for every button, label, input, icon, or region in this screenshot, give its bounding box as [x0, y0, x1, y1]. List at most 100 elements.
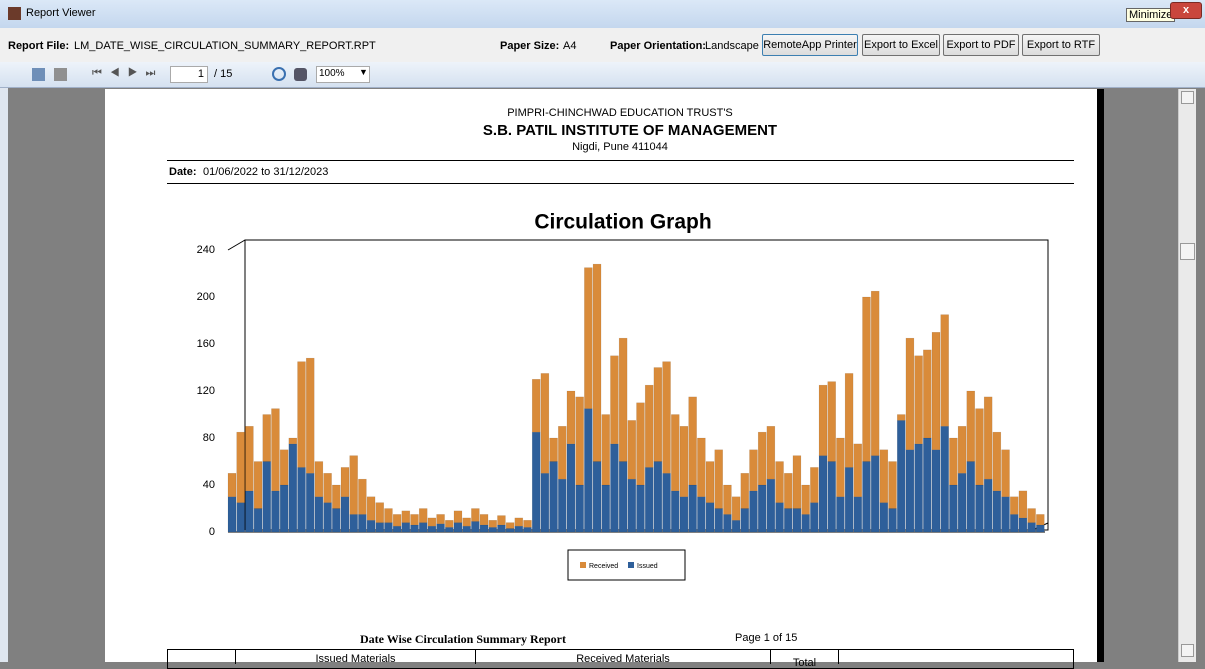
bar: [636, 484, 645, 533]
bar: [349, 455, 358, 515]
bar: [436, 523, 445, 533]
bar: [914, 355, 923, 445]
rule: [167, 160, 1074, 161]
bar: [957, 473, 967, 533]
bar: [262, 461, 272, 533]
bar: [888, 508, 897, 533]
button[interactable]: Export to Excel: [862, 34, 940, 56]
bar: [1036, 524, 1045, 533]
bar: [592, 263, 602, 462]
bar: [549, 437, 558, 462]
bar: [514, 517, 524, 527]
search-icon[interactable]: [294, 68, 307, 81]
bar: [749, 490, 758, 533]
table-col: [235, 649, 236, 664]
y-tick-label: 160: [197, 338, 215, 350]
bar: [766, 478, 776, 533]
close-button[interactable]: x: [1170, 2, 1202, 19]
bar: [453, 510, 463, 523]
rule: [167, 183, 1074, 184]
bar: [410, 514, 419, 526]
scroll-thumb[interactable]: [1180, 243, 1195, 260]
bar: [253, 461, 263, 509]
bar: [662, 473, 671, 533]
bar: [775, 502, 784, 533]
bar: [505, 522, 515, 529]
bar: [531, 379, 541, 433]
bar: [975, 484, 984, 533]
bar: [731, 520, 741, 533]
chart: Circulation Graph 0 40 80 120 160 200 240 Recei…: [197, 211, 1049, 581]
bar: [227, 473, 237, 497]
bar: [1009, 514, 1019, 533]
bar: [227, 496, 237, 533]
scroll-down[interactable]: [1181, 644, 1194, 657]
table-col: [838, 649, 839, 664]
y-tick-label: 120: [197, 385, 215, 397]
bar: [445, 520, 454, 528]
address: Nigdi, Pune 411044: [572, 141, 668, 153]
date-value: 01/06/2022 to 31/12/2023: [203, 166, 329, 178]
bar: [784, 473, 793, 509]
bar: [340, 467, 350, 497]
bar: [584, 267, 593, 409]
bar: [566, 443, 576, 533]
bar: [940, 426, 949, 533]
zoom-select[interactable]: 100% ▼: [316, 66, 370, 83]
bar: [271, 490, 280, 533]
bar: [949, 437, 958, 486]
bar: [862, 296, 871, 462]
bar: [531, 431, 541, 533]
bar: [792, 455, 802, 509]
nav-buttons[interactable]: ⏮◀▶⏭: [92, 67, 164, 79]
bar: [1027, 522, 1036, 533]
y-tick-label: 40: [203, 479, 215, 491]
bar: [870, 290, 880, 456]
bar: [236, 502, 245, 533]
scrollbar[interactable]: [1178, 89, 1196, 662]
bar: [697, 496, 706, 533]
bar: [879, 449, 889, 503]
bar: [836, 437, 845, 497]
bar: [671, 490, 680, 533]
refresh-icon[interactable]: [272, 67, 286, 81]
zoom-value: 100%: [319, 68, 345, 79]
bar: [384, 522, 393, 533]
bar: [923, 437, 932, 533]
bar: [523, 527, 532, 533]
bar: [375, 522, 385, 533]
bar: [323, 473, 332, 503]
bar: [792, 508, 802, 533]
bar: [627, 478, 637, 533]
bar: [653, 367, 663, 462]
legend-swatch: [580, 562, 586, 568]
bar: [445, 527, 454, 533]
legend-label: Issued: [637, 563, 658, 570]
bar: [1001, 449, 1010, 497]
bar: [810, 467, 819, 503]
bar: [1018, 517, 1028, 533]
print-icon[interactable]: [54, 68, 67, 81]
export-icon[interactable]: [32, 68, 45, 81]
bar: [618, 461, 628, 533]
button[interactable]: RemoteApp Printer: [762, 34, 858, 56]
bar: [514, 525, 524, 533]
button[interactable]: Export to RTF: [1022, 34, 1100, 56]
bar: [853, 443, 863, 497]
bar: [592, 461, 602, 533]
bar: [418, 522, 428, 533]
bar: [757, 484, 767, 533]
dropdown-arrow: ▼: [359, 67, 368, 77]
bar: [479, 514, 489, 526]
bar: [540, 473, 550, 533]
orient: Landscape: [705, 40, 759, 52]
page-input[interactable]: 1: [170, 66, 208, 83]
bar: [844, 373, 854, 468]
bar: [601, 414, 610, 486]
button[interactable]: Export to PDF: [943, 34, 1019, 56]
bar: [427, 525, 437, 533]
scroll-up[interactable]: [1181, 91, 1194, 104]
bar: [801, 484, 810, 515]
bar: [983, 478, 993, 533]
